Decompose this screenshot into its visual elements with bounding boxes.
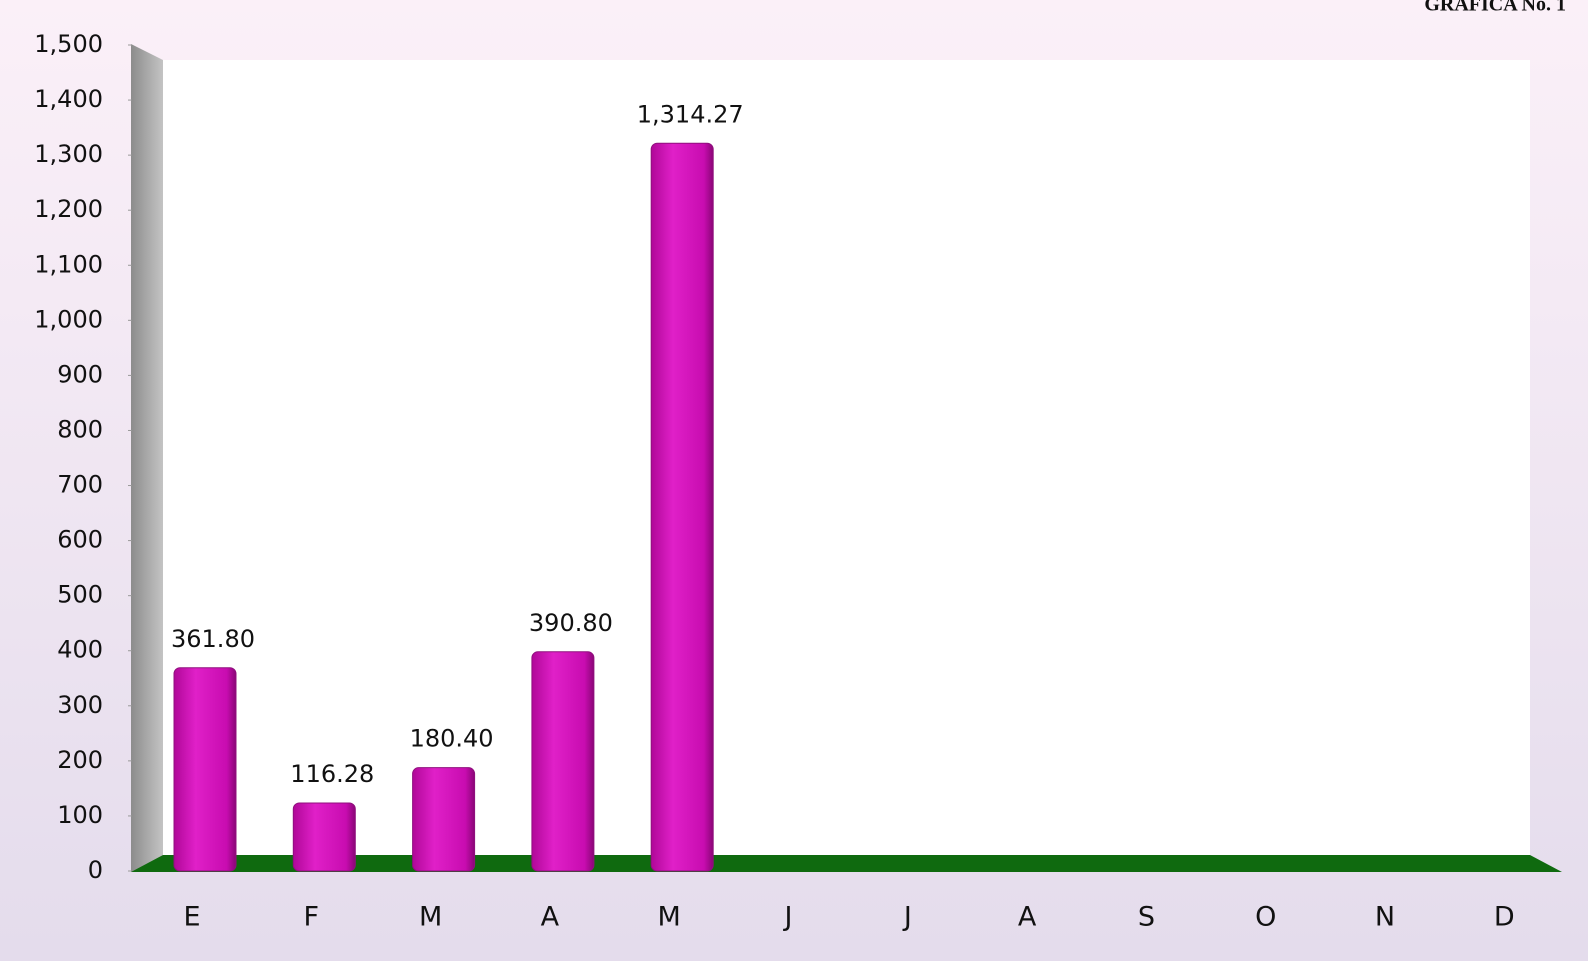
x-tick-label: S: [1138, 902, 1155, 933]
y-tick-label: 800: [57, 415, 103, 443]
y-tick-label: 1,200: [34, 195, 103, 223]
x-tick-label: D: [1494, 902, 1515, 933]
y-tick-label: 100: [57, 801, 103, 829]
bar: [412, 767, 476, 872]
x-tick-label: J: [783, 902, 793, 933]
side-wall: [131, 44, 163, 872]
y-tick-label: 0: [88, 856, 103, 884]
y-tick-label: 700: [57, 471, 103, 499]
y-tick-label: 1,300: [34, 140, 103, 168]
data-label: 390.80: [529, 609, 613, 637]
data-label: 116.28: [290, 760, 374, 788]
y-tick-label: 1,000: [34, 305, 103, 333]
y-tick-label: 600: [57, 526, 103, 554]
y-tick-label: 200: [57, 746, 103, 774]
x-tick-label: M: [419, 902, 442, 933]
x-tick-label: O: [1255, 902, 1276, 933]
data-label: 1,314.27: [637, 100, 744, 128]
y-tick-label: 1,400: [34, 85, 103, 113]
x-tick-label: A: [541, 902, 560, 933]
plot: 0 100 200 300 400 500 600 700 800 900 1,000 1,100 1,…: [34, 30, 1514, 933]
x-tick-label: M: [658, 902, 681, 933]
y-tick-label: 1,100: [34, 250, 103, 278]
chart-title: GRAFICA No. 1: [1424, 0, 1566, 16]
bar: [650, 142, 714, 872]
back-wall: [163, 60, 1530, 860]
data-label: 361.80: [171, 625, 255, 653]
floor: [131, 855, 1562, 872]
x-tick-label: E: [183, 902, 200, 933]
x-tick-label: A: [1018, 902, 1037, 933]
y-tick-label: 1,500: [34, 30, 103, 58]
bar: [292, 802, 356, 872]
y-tick-label: 300: [57, 691, 103, 719]
x-tick-label: J: [902, 902, 912, 933]
data-label: 180.40: [410, 725, 494, 753]
x-tick-label: F: [304, 902, 320, 933]
bar: [531, 651, 595, 872]
bar: [173, 667, 237, 872]
y-tick-label: 400: [57, 636, 103, 664]
y-tick-label: 900: [57, 360, 103, 388]
x-tick-label: N: [1375, 902, 1395, 933]
y-tick-label: 500: [57, 581, 103, 609]
